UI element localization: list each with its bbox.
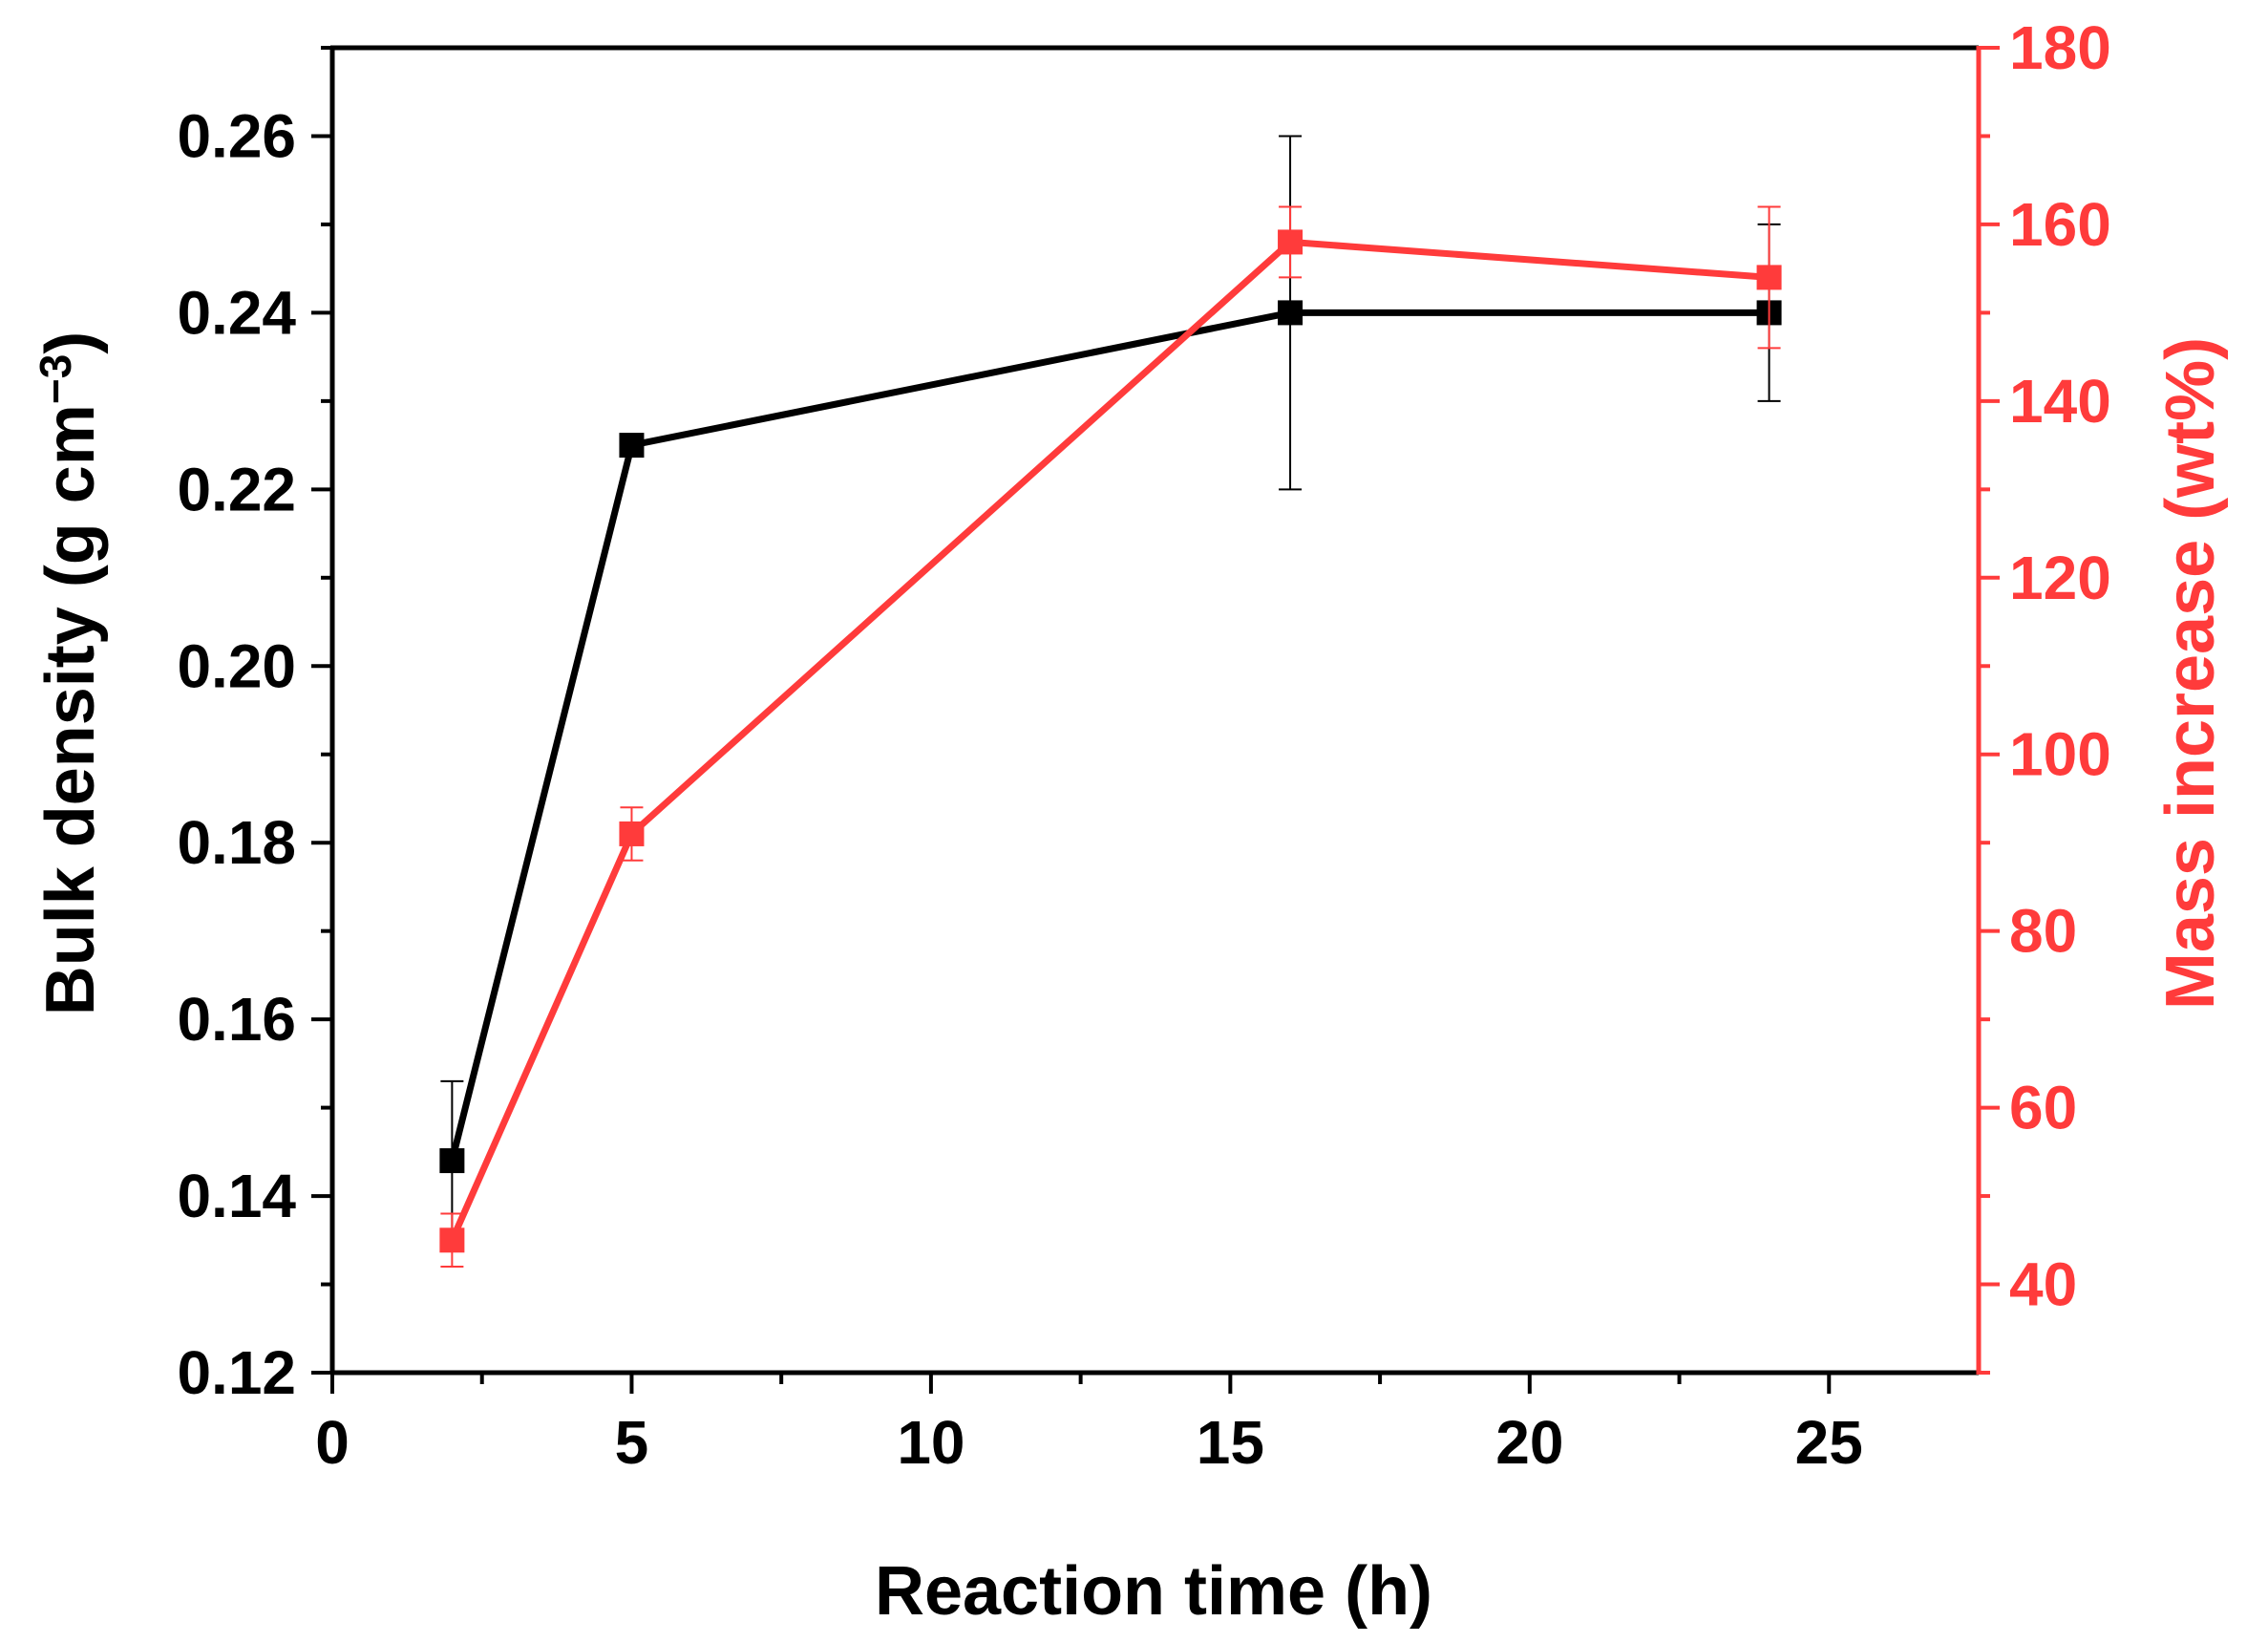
y-left-title-suffix: ): [32, 331, 109, 354]
series-line: [448, 309, 1770, 1162]
data-point: [1756, 265, 1782, 290]
data-point: [439, 1148, 465, 1174]
y-right-axis: 40 60 80 100 120 140 160 180: [1979, 13, 2111, 1375]
x-axis-title: Reaction time (h): [875, 1553, 1432, 1630]
data-point: [439, 1227, 465, 1253]
y-left-axis-title: Bulk density (g cm−3): [31, 331, 109, 1016]
y-left-tick-label: 0.14: [177, 1162, 296, 1230]
y-left-tick-label: 0.16: [177, 985, 296, 1054]
series-mass-increase: [439, 205, 1782, 1269]
plot-frame: [329, 45, 1982, 1376]
series-line: [449, 238, 1770, 1242]
x-tick-label: 15: [1197, 1408, 1264, 1477]
y-right-tick-label: 60: [2009, 1074, 2077, 1142]
y-right-tick-label: 100: [2009, 720, 2111, 789]
y-right-tick-label: 80: [2009, 897, 2077, 966]
y-left-tick-label: 0.18: [177, 808, 296, 877]
y-left-title-sup: −3: [31, 354, 80, 404]
y-left-tick-label: 0.24: [177, 278, 296, 347]
series-bulk-density: [439, 135, 1782, 1242]
data-point: [1278, 300, 1304, 326]
y-right-tick-label: 120: [2009, 544, 2111, 612]
x-tick-label: 0: [315, 1408, 350, 1477]
y-right-tick-label: 160: [2009, 190, 2111, 259]
y-left-axis: 0.12 0.14 0.16 0.18 0.20 0.22 0.24 0.26: [177, 46, 332, 1407]
x-tick-label: 20: [1495, 1408, 1563, 1477]
y-right-tick-label: 40: [2009, 1250, 2077, 1319]
y-right-tick-label: 180: [2009, 13, 2111, 82]
y-left-title-prefix: Bulk density (g cm: [32, 404, 109, 1015]
data-point: [1278, 229, 1304, 255]
y-right-tick-label: 140: [2009, 367, 2111, 436]
y-right-axis-title: Mass increase (wt%): [2152, 337, 2229, 1010]
y-left-tick-label: 0.20: [177, 631, 296, 700]
x-tick-label: 10: [897, 1408, 964, 1477]
y-left-tick-label: 0.22: [177, 455, 296, 523]
x-tick-label: 5: [615, 1408, 649, 1477]
series-layer: [439, 135, 1782, 1269]
x-axis: 0 5 10 15 20 25: [315, 1373, 1863, 1477]
y-left-tick-label: 0.26: [177, 101, 296, 170]
data-point: [619, 821, 645, 846]
x-tick-label: 25: [1795, 1408, 1863, 1477]
data-point: [619, 433, 645, 459]
y-left-tick-label: 0.12: [177, 1338, 296, 1407]
